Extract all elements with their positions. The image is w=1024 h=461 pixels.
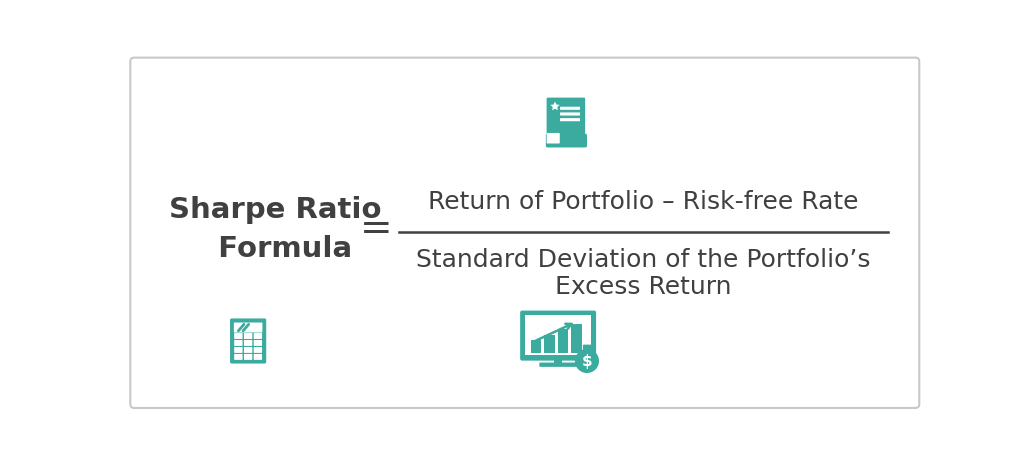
FancyBboxPatch shape xyxy=(254,354,262,360)
FancyBboxPatch shape xyxy=(254,347,262,353)
FancyBboxPatch shape xyxy=(230,319,266,364)
FancyBboxPatch shape xyxy=(234,354,243,360)
FancyBboxPatch shape xyxy=(244,340,252,346)
FancyBboxPatch shape xyxy=(130,58,920,408)
Bar xyxy=(530,341,541,353)
FancyBboxPatch shape xyxy=(233,323,262,332)
FancyBboxPatch shape xyxy=(234,340,243,346)
FancyBboxPatch shape xyxy=(244,347,252,353)
FancyBboxPatch shape xyxy=(244,333,252,339)
FancyBboxPatch shape xyxy=(560,106,580,110)
Text: Return of Portfolio – Risk-free Rate: Return of Portfolio – Risk-free Rate xyxy=(428,190,859,214)
FancyBboxPatch shape xyxy=(540,362,577,367)
FancyBboxPatch shape xyxy=(254,340,262,346)
Text: Excess Return: Excess Return xyxy=(555,275,731,299)
Text: Standard Deviation of the Portfolio’s: Standard Deviation of the Portfolio’s xyxy=(416,248,870,272)
FancyBboxPatch shape xyxy=(244,354,252,360)
FancyBboxPatch shape xyxy=(234,333,243,339)
FancyBboxPatch shape xyxy=(560,112,580,116)
Bar xyxy=(558,329,568,353)
FancyBboxPatch shape xyxy=(546,134,587,148)
Bar xyxy=(525,315,591,355)
Bar xyxy=(544,335,555,353)
Bar xyxy=(554,359,562,363)
Polygon shape xyxy=(550,101,560,110)
FancyBboxPatch shape xyxy=(234,347,243,353)
FancyBboxPatch shape xyxy=(520,311,596,361)
FancyBboxPatch shape xyxy=(547,133,560,143)
FancyBboxPatch shape xyxy=(547,98,585,138)
Text: $: $ xyxy=(582,354,592,368)
Text: =: = xyxy=(359,210,392,248)
FancyBboxPatch shape xyxy=(560,118,580,121)
Bar xyxy=(571,324,582,353)
Circle shape xyxy=(574,349,599,373)
FancyBboxPatch shape xyxy=(583,345,591,353)
Text: Sharpe Ratio
  Formula: Sharpe Ratio Formula xyxy=(169,196,382,263)
FancyBboxPatch shape xyxy=(254,333,262,339)
